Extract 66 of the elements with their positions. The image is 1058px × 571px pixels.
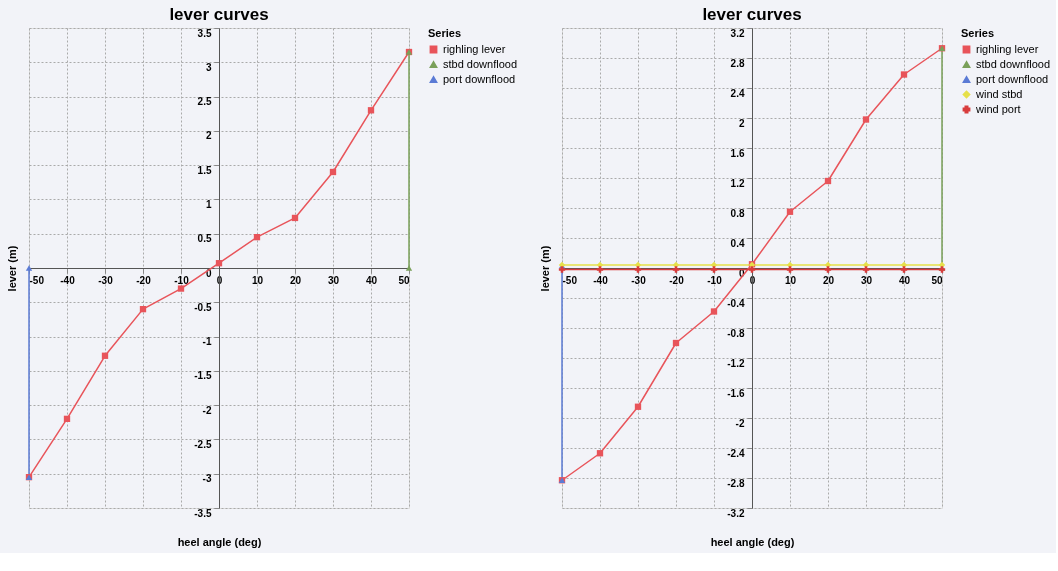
x-tick-label: 30 [860,274,873,286]
y-tick-label: 0.8 [730,207,745,219]
y-tick-label: -2 [202,404,212,416]
legend-label: righling lever [443,42,506,55]
x-tick-label: -20 [136,274,152,286]
y-tick-label: 1.5 [197,164,212,176]
x-tick-label: -50 [29,274,45,286]
y-tick-label: -1.6 [727,387,745,399]
legend-label: stbd downflood [443,57,517,70]
y-tick-label: 1.6 [730,147,745,159]
y-tick-label: -0.4 [727,297,745,309]
y-axis-title: lever (m) [5,245,18,292]
y-tick-label: -2 [735,417,745,429]
y-tick-label: -1 [202,336,212,348]
y-tick-label: 1 [205,198,212,210]
x-tick-label: -20 [669,274,685,286]
x-tick-label: -30 [98,274,114,286]
y-tick-label: 2.8 [730,57,745,69]
y-tick-label: -3.2 [727,507,745,519]
y-tick-label: -1.2 [727,357,745,369]
y-tick-label: 3 [205,61,212,73]
x-tick-label: -40 [593,274,609,286]
y-tick-label: -2.4 [727,447,745,459]
y-tick-label: 3.5 [197,27,212,39]
y-tick-label: 2 [738,117,745,129]
x-tick-label: 40 [898,274,911,286]
x-tick-label: 10 [251,274,264,286]
legend-label: stbd downflood [976,57,1050,70]
x-tick-label: 50 [931,274,943,286]
x-tick-label: -30 [631,274,647,286]
x-tick-label: -10 [174,274,190,286]
x-tick-label: 20 [289,274,302,286]
legend-label: wind port [975,102,1021,115]
x-tick-label: 20 [822,274,835,286]
x-tick-label: 10 [784,274,797,286]
y-tick-label: -3 [202,473,212,485]
x-tick-label: 40 [365,274,378,286]
legend-label: port downflood [443,72,516,85]
x-tick-label: 50 [398,274,410,286]
x-axis-title: heel angle (deg) [710,535,795,548]
y-tick-label: -3.5 [194,507,212,519]
chart-title: lever curves [169,4,269,24]
legend-label: wind stbd [975,87,1023,100]
y-tick-label: 2.4 [730,87,745,99]
y-tick-label: 1.2 [730,177,745,189]
y-tick-label: -2.5 [194,438,212,450]
y-tick-label: 0.5 [197,233,212,245]
y-tick-label: 2.5 [197,96,212,108]
y-tick-label: -0.5 [194,301,212,313]
y-tick-label: 3.2 [730,27,745,39]
chart-title: lever curves [702,4,802,24]
legend-label: port downflood [976,72,1049,85]
legend-title: Series [961,27,995,39]
y-tick-label: -0.8 [727,327,745,339]
y-tick-label: 0.4 [730,237,745,249]
x-axis-title: heel angle (deg) [177,535,262,548]
x-tick-label: 30 [327,274,340,286]
x-tick-label: -40 [60,274,76,286]
legend-label: righling lever [976,42,1039,55]
y-tick-label: 2 [205,130,212,142]
y-tick-label: -2.8 [727,477,745,489]
x-tick-label: -50 [562,274,578,286]
y-axis-title: lever (m) [538,245,551,292]
y-tick-label: -1.5 [194,370,212,382]
x-tick-label: -10 [707,274,723,286]
legend-title: Series [428,27,462,39]
